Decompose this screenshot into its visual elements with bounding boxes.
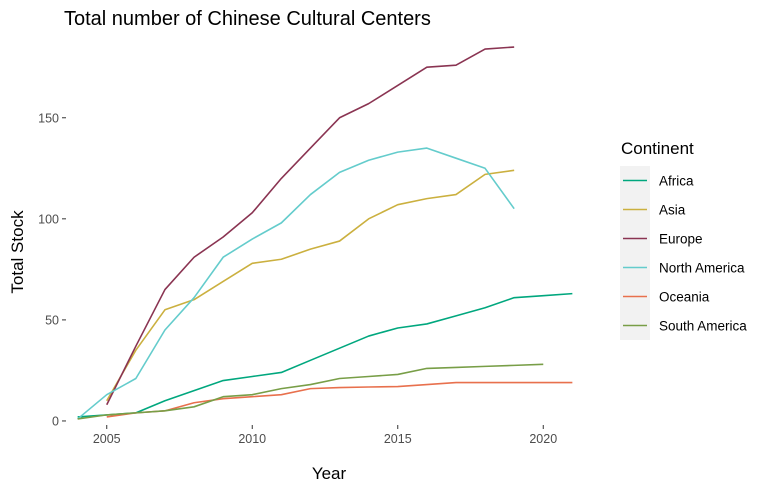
y-tick-label: 100	[38, 212, 59, 226]
x-tick-label: 2010	[238, 432, 266, 446]
x-tick-label: 2005	[93, 432, 121, 446]
y-axis-title: Total Stock	[8, 210, 27, 294]
series-line-north-america	[77, 147, 515, 420]
chart-title: Total number of Chinese Cultural Centers	[64, 8, 431, 30]
legend-label: Asia	[659, 203, 686, 218]
legend-label: South America	[659, 319, 747, 334]
series-line-south-america	[77, 363, 544, 420]
series-line-europe	[106, 46, 515, 406]
legend-label: Oceania	[659, 290, 710, 305]
legend-title: Continent	[621, 139, 694, 158]
legend: Continent Africa Asia Europe North America O…	[620, 139, 747, 340]
x-tick-label: 2020	[529, 432, 557, 446]
x-tick-label: 2015	[384, 432, 412, 446]
legend-key-background	[620, 166, 650, 340]
y-tick-label: 50	[45, 313, 59, 327]
plot-area	[77, 46, 573, 420]
x-axis-title: Year	[312, 464, 347, 483]
x-axis: 2005 2010 2015 2020	[93, 425, 557, 446]
y-axis: 0 50 100 150	[38, 111, 66, 428]
series-line-africa	[77, 292, 573, 418]
series-line-asia	[106, 169, 515, 402]
series-line-oceania	[106, 381, 573, 418]
legend-label: North America	[659, 261, 745, 276]
legend-label: Africa	[659, 174, 694, 189]
y-tick-label: 0	[52, 414, 59, 428]
y-tick-label: 150	[38, 111, 59, 125]
legend-label: Europe	[659, 232, 703, 247]
